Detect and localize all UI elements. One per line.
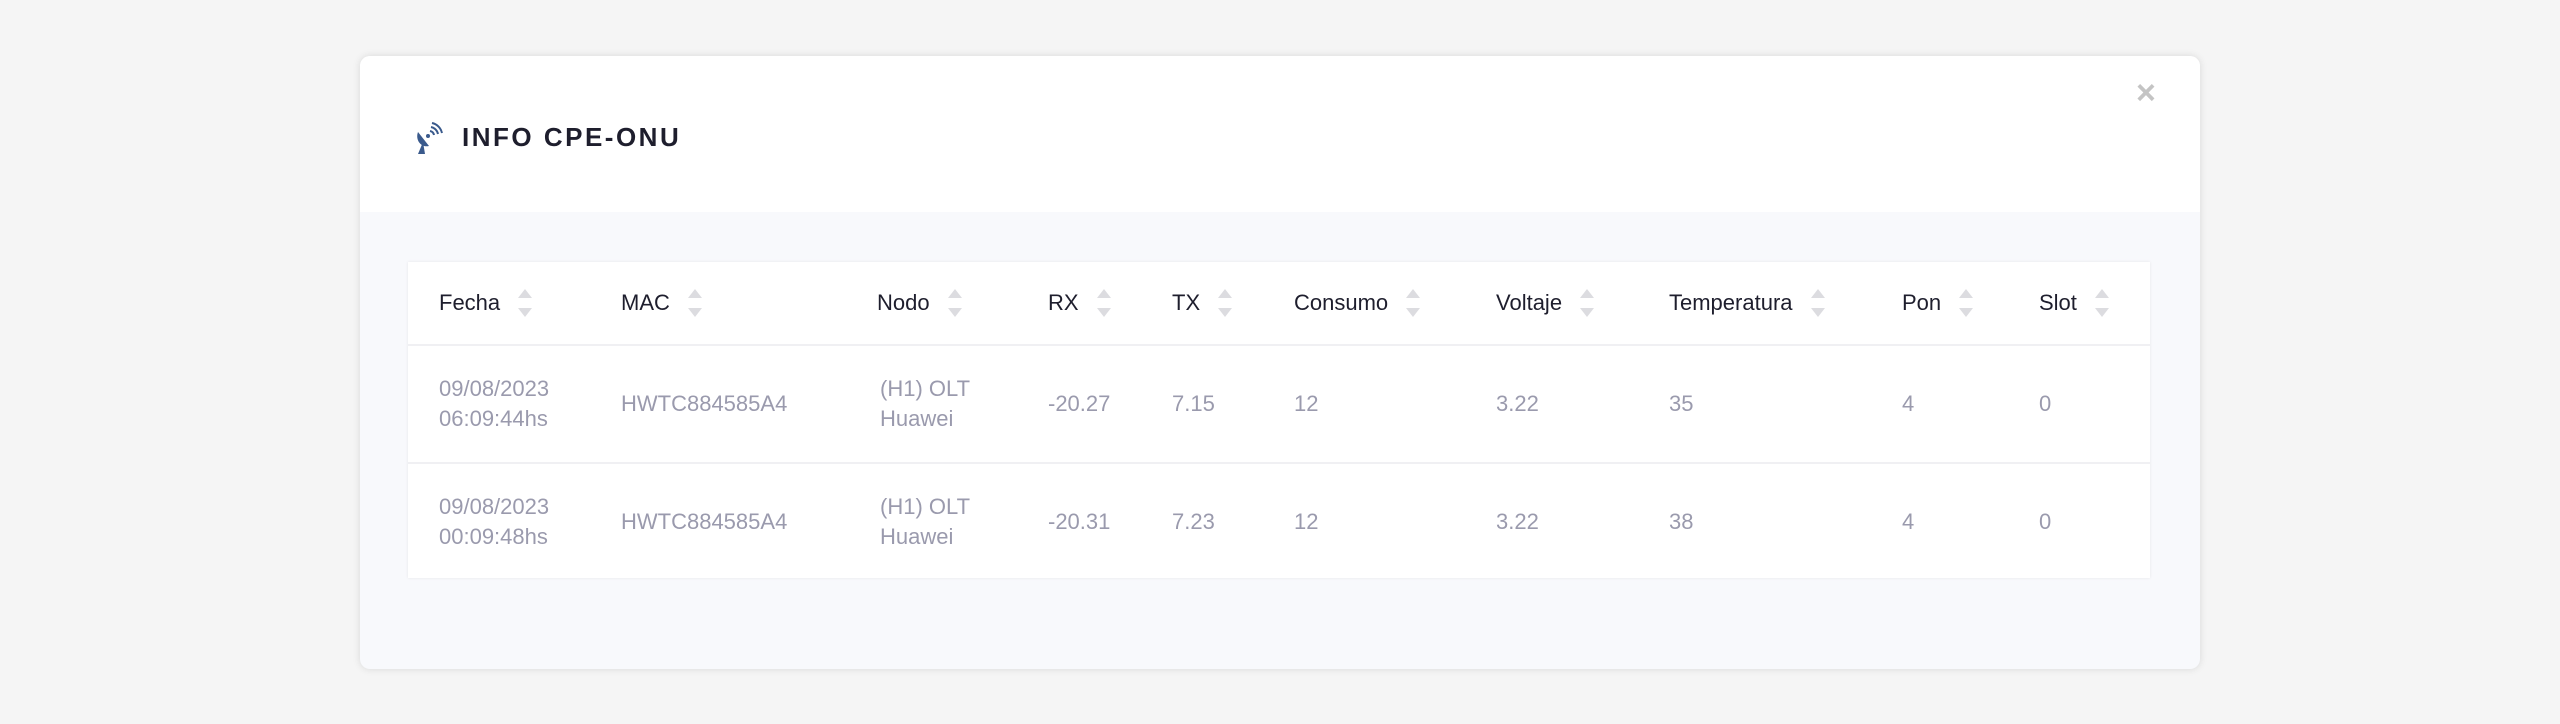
modal-title: INFO CPE-ONU — [462, 122, 682, 152]
column-header-pon[interactable]: Pon — [1902, 262, 1974, 344]
cell-consumo: 12 — [1294, 509, 1319, 534]
column-header-temperatura[interactable]: Temperatura — [1669, 262, 1825, 344]
cell-nodo: (H1) OLT Huawei — [880, 376, 971, 431]
sort-arrows-icon[interactable] — [1959, 289, 1974, 317]
sort-arrows-icon[interactable] — [1096, 289, 1111, 317]
cell-tx: 7.23 — [1172, 509, 1215, 534]
table-row: 09/08/2023 00:09:48hs HWTC884585A4 (H1) OL… — [408, 464, 2150, 580]
cell-voltaje: 3.22 — [1496, 391, 1539, 416]
column-header-mac[interactable]: MAC — [621, 262, 702, 344]
table-header-row: Fecha MAC Nodo RX TX Consumo Voltaje Temperatur… — [408, 262, 2150, 346]
cell-mac: HWTC884585A4 — [621, 391, 788, 416]
table-row: 09/08/2023 06:09:44hs HWTC884585A4 (H1) OL… — [408, 346, 2150, 464]
cell-pon: 4 — [1902, 509, 1915, 534]
column-header-label: Fecha — [439, 290, 501, 315]
sort-arrows-icon[interactable] — [947, 289, 962, 317]
column-header-label: TX — [1172, 290, 1201, 315]
cell-voltaje: 3.22 — [1496, 509, 1539, 534]
column-header-label: Voltaje — [1496, 290, 1563, 315]
close-icon[interactable]: × — [2136, 74, 2156, 112]
cell-rx: -20.27 — [1048, 391, 1111, 416]
cell-temperatura: 38 — [1669, 509, 1694, 534]
column-header-label: Slot — [2039, 290, 2077, 315]
column-header-tx[interactable]: TX — [1172, 262, 1233, 344]
sort-arrows-icon[interactable] — [687, 289, 702, 317]
cell-pon: 4 — [1902, 391, 1915, 416]
cell-fecha: 09/08/2023 06:09:44hs — [439, 376, 550, 431]
column-header-slot[interactable]: Slot — [2039, 262, 2109, 344]
modal-header: INFO CPE-ONU × — [360, 56, 2200, 212]
sort-arrows-icon[interactable] — [2094, 289, 2109, 317]
column-header-rx[interactable]: RX — [1048, 262, 1111, 344]
cell-temperatura: 35 — [1669, 391, 1694, 416]
column-header-voltaje[interactable]: Voltaje — [1496, 262, 1595, 344]
info-cpe-onu-modal: INFO CPE-ONU × Fecha MAC Nodo RX TX Consumo Vo… — [360, 56, 2200, 669]
column-header-label: Nodo — [877, 290, 930, 315]
column-header-consumo[interactable]: Consumo — [1294, 262, 1421, 344]
cell-slot: 0 — [2039, 391, 2052, 416]
column-header-label: Consumo — [1294, 290, 1389, 315]
sort-arrows-icon[interactable] — [518, 289, 533, 317]
cell-tx: 7.15 — [1172, 391, 1215, 416]
cell-mac: HWTC884585A4 — [621, 509, 788, 534]
cell-rx: -20.31 — [1048, 509, 1111, 534]
sort-arrows-icon[interactable] — [1406, 289, 1421, 317]
cell-consumo: 12 — [1294, 391, 1319, 416]
satellite-dish-icon — [417, 122, 443, 154]
column-header-label: Temperatura — [1669, 290, 1793, 315]
cell-slot: 0 — [2039, 509, 2052, 534]
sort-arrows-icon[interactable] — [1580, 289, 1595, 317]
column-header-fecha[interactable]: Fecha — [439, 262, 533, 344]
column-header-label: RX — [1048, 290, 1079, 315]
sort-arrows-icon[interactable] — [1810, 289, 1825, 317]
cell-nodo: (H1) OLT Huawei — [880, 494, 971, 549]
column-header-label: Pon — [1902, 290, 1942, 315]
sort-arrows-icon[interactable] — [1218, 289, 1233, 317]
cell-fecha: 09/08/2023 00:09:48hs — [439, 494, 550, 549]
column-header-nodo[interactable]: Nodo — [877, 262, 962, 344]
column-header-label: MAC — [621, 290, 670, 315]
cpe-info-table: Fecha MAC Nodo RX TX Consumo Voltaje Temperatur… — [408, 262, 2150, 578]
